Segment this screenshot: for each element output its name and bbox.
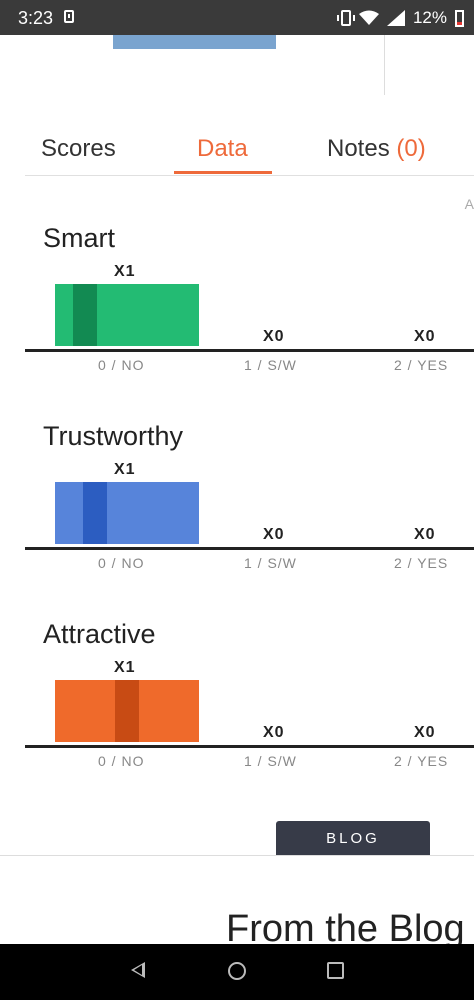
blog-button[interactable]: BLOG xyxy=(276,821,430,855)
value-label-sw: X0 xyxy=(263,526,285,543)
wifi-icon xyxy=(358,10,379,25)
vibrate-icon xyxy=(336,10,355,26)
value-label-no: X1 xyxy=(114,461,136,478)
tab-data[interactable]: Data xyxy=(197,135,248,162)
signal-icon xyxy=(386,10,405,26)
category-label: 1 / S/W xyxy=(244,753,297,769)
home-icon[interactable] xyxy=(228,962,246,980)
tab-notes[interactable]: Notes (0) xyxy=(327,135,426,163)
value-label-yes: X0 xyxy=(414,724,436,741)
category-label: 2 / YES xyxy=(394,357,449,373)
value-label-sw: X0 xyxy=(263,328,285,345)
header-image xyxy=(113,35,276,49)
back-icon[interactable] xyxy=(131,962,145,978)
value-label-sw: X0 xyxy=(263,724,285,741)
chart-title: Attractive xyxy=(43,619,156,649)
value-label-yes: X0 xyxy=(414,526,436,543)
bar-marker xyxy=(73,284,97,346)
blog-heading: From the Blog xyxy=(226,908,465,950)
battery-icon xyxy=(455,9,464,27)
category-label: 0 / NO xyxy=(98,753,145,769)
bar-no xyxy=(55,680,199,742)
bar-marker xyxy=(115,680,139,742)
value-label-no: X1 xyxy=(114,263,136,280)
clipped-text: A xyxy=(464,196,474,212)
category-label: 1 / S/W xyxy=(244,357,297,373)
chart-title: Smart xyxy=(43,223,116,253)
tab-bar: Scores Data Notes (0) xyxy=(25,125,474,176)
header-divider xyxy=(384,35,385,95)
chart-baseline xyxy=(25,745,474,748)
battery-percent: 12% xyxy=(412,8,447,27)
recents-icon[interactable] xyxy=(327,962,344,979)
sim-icon xyxy=(64,10,74,23)
bar-no xyxy=(55,284,199,346)
chart-baseline xyxy=(25,547,474,550)
category-label: 0 / NO xyxy=(98,357,145,373)
category-label: 2 / YES xyxy=(394,753,449,769)
bar-no xyxy=(55,482,199,544)
status-bar: 3:23 12% xyxy=(0,0,474,35)
tab-notes-label: Notes xyxy=(327,135,397,162)
bar-marker xyxy=(83,482,107,544)
chart-baseline xyxy=(25,349,474,352)
chart-title: Trustworthy xyxy=(43,421,184,451)
status-time: 3:23 xyxy=(18,8,54,28)
section-divider xyxy=(0,855,474,856)
notes-count: (0) xyxy=(396,135,426,162)
value-label-yes: X0 xyxy=(414,328,436,345)
value-label-no: X1 xyxy=(114,659,136,676)
category-label: 2 / YES xyxy=(394,555,449,571)
navigation-bar xyxy=(0,944,474,1000)
tab-scores[interactable]: Scores xyxy=(41,135,116,162)
category-label: 1 / S/W xyxy=(244,555,297,571)
status-icons: 12% xyxy=(336,7,464,29)
category-label: 0 / NO xyxy=(98,555,145,571)
active-tab-indicator xyxy=(174,171,272,174)
